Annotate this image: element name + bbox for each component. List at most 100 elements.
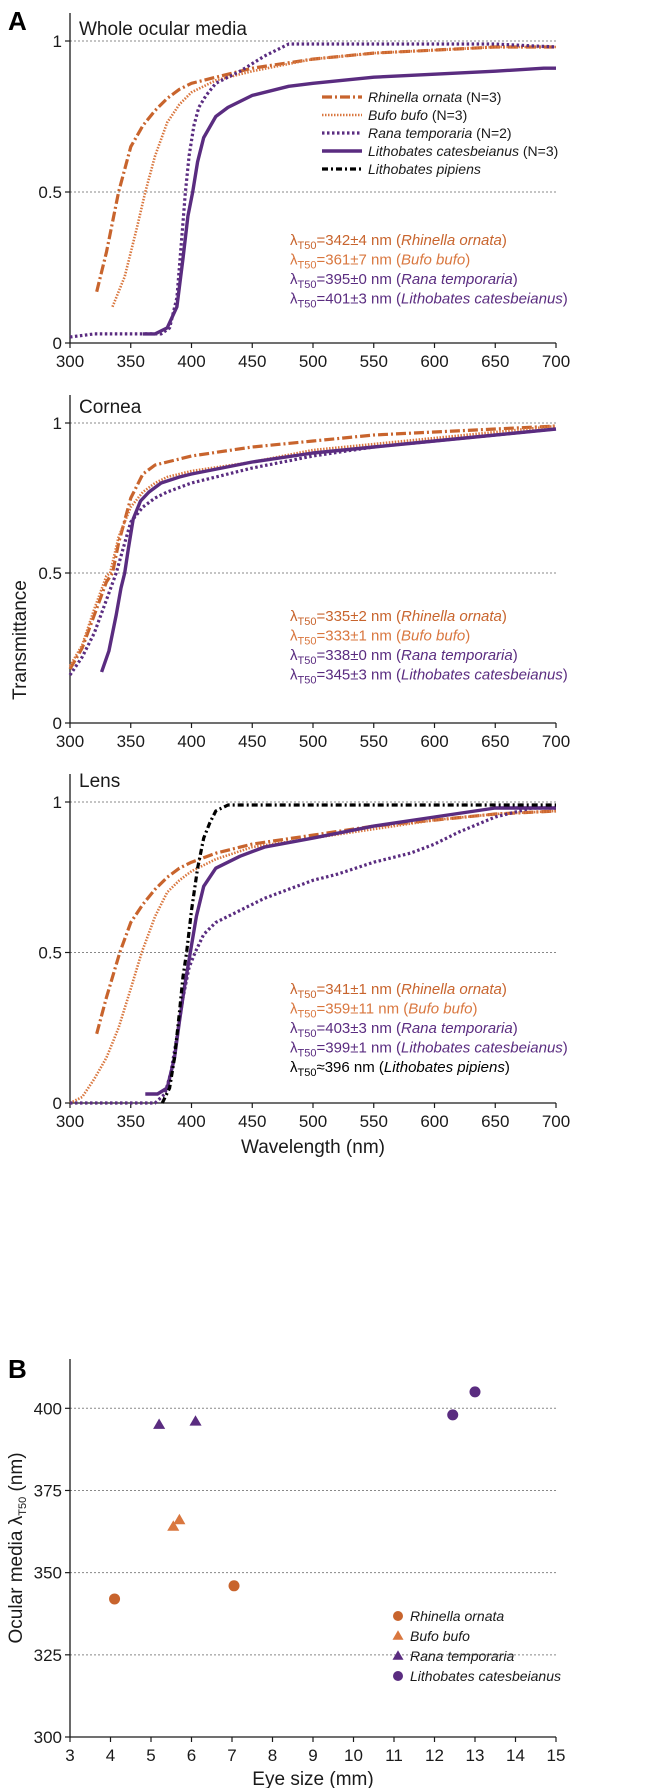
y-tick-label: 400 — [34, 1399, 62, 1418]
legend-marker-rhinella — [393, 1611, 403, 1621]
panel-cornea: Cornea 0 0.5 1 300 350 400 450 500 550 600 650 700 λT… — [38, 395, 570, 751]
x-tick-label: 300 — [56, 1112, 84, 1131]
annotation-lambda-rhinella: λT50=342±4 nm (Rhinella ornata) — [290, 232, 507, 252]
x-tick-label: 3 — [65, 1746, 74, 1765]
y-tick-label: 0 — [53, 1094, 62, 1113]
x-tick-label: 5 — [146, 1746, 155, 1765]
x-tick-label: 14 — [506, 1746, 525, 1765]
x-tick-label: 8 — [268, 1746, 277, 1765]
x-tick-label: 450 — [238, 352, 266, 371]
annotation-lambda-rana: λT50=403±3 nm (Rana temporaria) — [290, 1020, 518, 1040]
annotation-lambda-lithobates: λT50=345±3 nm (Lithobates catesbeianus) — [290, 667, 568, 687]
legend-marker-rana — [392, 1650, 404, 1660]
x-tick-label: 400 — [177, 352, 205, 371]
x-tick-label: 350 — [117, 352, 145, 371]
data-point-rana — [153, 1418, 166, 1429]
legend-entry-rana: Rana temporaria (N=2) — [368, 125, 512, 141]
annotation-lambda-lithobates: λT50=401±3 nm (Lithobates catesbeianus) — [290, 291, 568, 311]
legend-entry-rhinella: Rhinella ornata (N=3) — [368, 89, 501, 105]
legend-entry-bufo: Bufo bufo (N=3) — [368, 107, 467, 123]
data-point-rhinella — [228, 1580, 240, 1592]
y-tick-label: 1 — [53, 793, 62, 812]
annotation-lambda-pipiens: λT50≈396 nm (Lithobates pipiens) — [290, 1059, 510, 1079]
annotation-lambda-rana: λT50=395±0 nm (Rana temporaria) — [290, 271, 518, 291]
x-tick-label: 600 — [420, 1112, 448, 1131]
panel-title: Whole ocular media — [79, 19, 247, 40]
x-tick-label: 350 — [117, 732, 145, 751]
series-line-bufo — [111, 45, 556, 308]
series-line-rhinella — [68, 424, 557, 670]
x-tick-label: 600 — [420, 352, 448, 371]
legend-entry-pipiens: Lithobates pipiens — [368, 161, 481, 177]
legend-marker-lithobates — [393, 1671, 403, 1681]
x-tick-label: 700 — [542, 352, 570, 371]
x-axis-label: Wavelength (nm) — [241, 1137, 385, 1158]
legend-entry-rhinella: Rhinella ornata — [410, 1608, 504, 1624]
series-line-lithobates — [142, 66, 556, 336]
x-tick-label: 300 — [56, 732, 84, 751]
annotation-lambda-rhinella: λT50=335±2 nm (Rhinella ornata) — [290, 608, 507, 628]
x-tick-label: 10 — [344, 1746, 363, 1765]
y-tick-label: 375 — [34, 1481, 62, 1500]
annotation-lambda-bufo: λT50=333±1 nm (Bufo bufo) — [290, 628, 470, 648]
panel-lens: Lens 0 0.5 1 300 350 400 450 500 550 600 650 700 Wave… — [38, 771, 570, 1158]
x-tick-label: 6 — [187, 1746, 196, 1765]
y-tick-label: 1 — [53, 414, 62, 433]
annotation-lambda-lithobates: λT50=399±1 nm (Lithobates catesbeianus) — [290, 1040, 568, 1060]
annotation-lambda-bufo: λT50=359±11 nm (Bufo bufo) — [290, 1001, 477, 1021]
annotation-lambda-rhinella: λT50=341±1 nm (Rhinella ornata) — [290, 981, 507, 1001]
data-point-rana — [189, 1415, 202, 1426]
data-point-lithobates — [447, 1409, 459, 1421]
annotation-lambda-rana: λT50=338±0 nm (Rana temporaria) — [290, 647, 518, 667]
panel-title: Cornea — [79, 397, 142, 418]
x-tick-label: 550 — [360, 352, 388, 371]
data-point-bufo — [173, 1513, 186, 1525]
x-tick-label: 300 — [56, 352, 84, 371]
series-line-pipiens — [160, 803, 556, 1104]
x-tick-label: 500 — [299, 1112, 327, 1131]
y-tick-label: 0.5 — [38, 564, 62, 583]
y-tick-label: 1 — [53, 32, 62, 51]
x-tick-label: 350 — [117, 1112, 145, 1131]
x-tick-label: 13 — [466, 1746, 485, 1765]
y-axis-label: Ocular media λT50 (nm) — [6, 1452, 29, 1643]
series-line-bufo — [68, 424, 557, 667]
x-tick-label: 550 — [360, 732, 388, 751]
series-line-rhinella — [95, 45, 556, 293]
x-tick-label: 650 — [481, 352, 509, 371]
data-point-lithobates — [469, 1386, 481, 1398]
series-line-lithobates — [99, 427, 557, 673]
legend-entry-lithobates: Lithobates catesbeianus (N=3) — [368, 143, 558, 159]
x-tick-label: 700 — [542, 1112, 570, 1131]
x-tick-label: 650 — [481, 1112, 509, 1131]
shared-y-axis-label: Transmittance — [10, 580, 31, 700]
y-tick-label: 350 — [34, 1564, 62, 1583]
y-tick-label: 0.5 — [38, 183, 62, 202]
legend-entry-bufo: Bufo bufo — [410, 1628, 470, 1644]
x-tick-label: 450 — [238, 1112, 266, 1131]
panel-b-letter: B — [8, 1354, 27, 1384]
x-tick-label: 650 — [481, 732, 509, 751]
x-tick-label: 500 — [299, 732, 327, 751]
x-axis-label: Eye size (mm) — [252, 1769, 373, 1788]
x-tick-label: 500 — [299, 352, 327, 371]
x-tick-label: 7 — [227, 1746, 236, 1765]
x-tick-label: 9 — [308, 1746, 317, 1765]
panel-whole-ocular-media: Whole ocular media 0 0.5 1 300 350 400 450 500 55… — [38, 13, 570, 371]
annotation-lambda-bufo: λT50=361±7 nm (Bufo bufo) — [290, 252, 470, 272]
x-tick-label: 450 — [238, 732, 266, 751]
x-tick-label: 4 — [106, 1746, 115, 1765]
panel-title: Lens — [79, 771, 120, 792]
x-tick-label: 15 — [547, 1746, 566, 1765]
x-tick-label: 11 — [385, 1746, 403, 1765]
x-tick-label: 700 — [542, 732, 570, 751]
y-tick-label: 325 — [34, 1646, 62, 1665]
x-tick-label: 600 — [420, 732, 448, 751]
panel-eye-size-scatter: 300 325 350 375 400 3 4 5 6 7 8 9 10 11 12 13 14 15 Eye si… — [6, 1359, 565, 1788]
y-tick-label: 0 — [53, 714, 62, 733]
y-tick-label: 0.5 — [38, 944, 62, 963]
legend-entry-lithobates: Lithobates catesbeianus — [410, 1668, 561, 1684]
legend-marker-bufo — [392, 1630, 404, 1640]
y-tick-label: 300 — [34, 1728, 62, 1747]
